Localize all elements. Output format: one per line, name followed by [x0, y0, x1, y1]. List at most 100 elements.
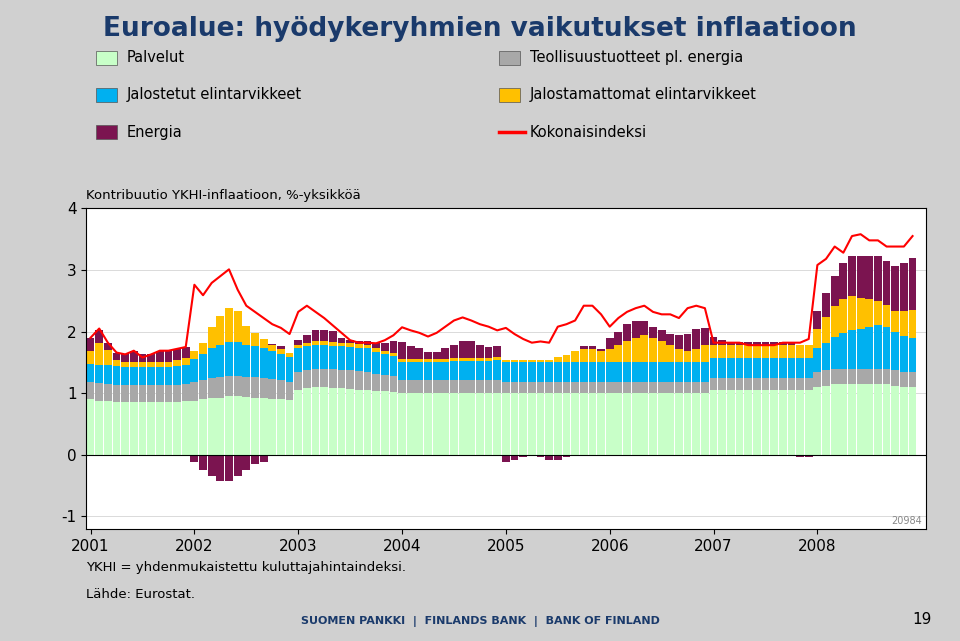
Bar	[709, 337, 717, 345]
Bar	[329, 342, 337, 345]
Bar	[882, 384, 891, 455]
Bar	[442, 348, 449, 360]
Bar	[390, 342, 397, 353]
Bar	[312, 330, 320, 342]
Bar	[744, 345, 752, 358]
Bar	[493, 393, 501, 455]
Bar	[225, 342, 233, 376]
Bar	[753, 358, 760, 378]
Bar	[493, 345, 501, 357]
Bar	[718, 340, 726, 345]
Bar	[338, 346, 346, 370]
Bar	[822, 370, 830, 386]
Bar	[112, 353, 120, 360]
Bar	[735, 345, 743, 358]
Bar	[848, 369, 856, 384]
Bar	[216, 345, 225, 377]
Bar	[692, 329, 700, 349]
Bar	[485, 347, 492, 358]
Bar	[338, 370, 346, 388]
Text: Euroalue: hyödykeryhmien vaikutukset inflaatioon: Euroalue: hyödykeryhmien vaikutukset inf…	[103, 16, 857, 42]
Bar	[709, 345, 717, 358]
Bar	[181, 347, 190, 358]
Bar	[269, 351, 276, 379]
Bar	[364, 390, 372, 455]
Bar	[364, 344, 372, 348]
Bar	[207, 348, 216, 378]
Bar	[303, 343, 311, 346]
Bar	[545, 362, 553, 382]
Bar	[243, 377, 251, 397]
Bar	[519, 455, 527, 457]
Bar	[839, 299, 848, 333]
Bar	[692, 393, 700, 455]
Bar	[770, 342, 778, 345]
Bar	[390, 353, 397, 356]
Bar	[269, 399, 276, 455]
Bar	[675, 349, 683, 362]
Bar	[216, 397, 225, 455]
Bar	[692, 362, 700, 382]
Bar	[511, 455, 518, 460]
Bar	[286, 353, 294, 357]
Bar	[277, 349, 285, 354]
Bar	[796, 358, 804, 378]
Bar	[252, 346, 259, 377]
Bar	[121, 354, 129, 362]
Bar	[640, 393, 648, 455]
Bar	[865, 384, 874, 455]
Bar	[121, 367, 129, 385]
Text: SUOMEN PANKKI  |  FINLANDS BANK  |  BANK OF FINLAND: SUOMEN PANKKI | FINLANDS BANK | BANK OF …	[300, 616, 660, 627]
Bar	[632, 382, 639, 393]
Bar	[718, 378, 726, 390]
Bar	[588, 349, 596, 362]
Bar	[658, 362, 665, 382]
Bar	[891, 332, 900, 370]
Bar	[476, 361, 484, 379]
Bar	[104, 401, 111, 455]
Bar	[735, 342, 743, 345]
Bar	[675, 335, 683, 349]
Bar	[277, 399, 285, 455]
Bar	[86, 382, 94, 399]
Bar	[233, 396, 242, 455]
Bar	[364, 342, 372, 345]
Bar	[269, 345, 276, 351]
Bar	[130, 403, 137, 455]
Bar	[804, 378, 812, 390]
Bar	[874, 256, 882, 301]
Bar	[735, 378, 743, 390]
Bar	[321, 345, 328, 369]
Bar	[900, 263, 908, 312]
Bar	[839, 384, 848, 455]
Bar	[684, 382, 691, 393]
Bar	[329, 331, 337, 342]
Bar	[130, 351, 137, 362]
Bar	[830, 337, 839, 369]
Bar	[442, 379, 449, 393]
Bar	[770, 378, 778, 390]
Bar	[606, 349, 613, 362]
Bar	[199, 399, 207, 455]
Bar	[666, 382, 674, 393]
Bar	[511, 360, 518, 362]
Bar	[580, 382, 588, 393]
Bar	[424, 379, 432, 393]
Bar	[909, 310, 917, 338]
Bar	[321, 369, 328, 387]
Bar	[909, 372, 917, 387]
Bar	[770, 345, 778, 358]
Bar	[597, 382, 605, 393]
Bar	[190, 455, 199, 462]
Bar	[822, 294, 830, 317]
Bar	[424, 362, 432, 379]
Bar	[753, 342, 760, 345]
Bar	[537, 455, 544, 457]
Bar	[216, 315, 225, 345]
Bar	[882, 327, 891, 369]
Bar	[277, 354, 285, 380]
Bar	[787, 378, 795, 390]
Bar	[485, 361, 492, 379]
Bar	[597, 393, 605, 455]
Bar	[813, 387, 821, 455]
